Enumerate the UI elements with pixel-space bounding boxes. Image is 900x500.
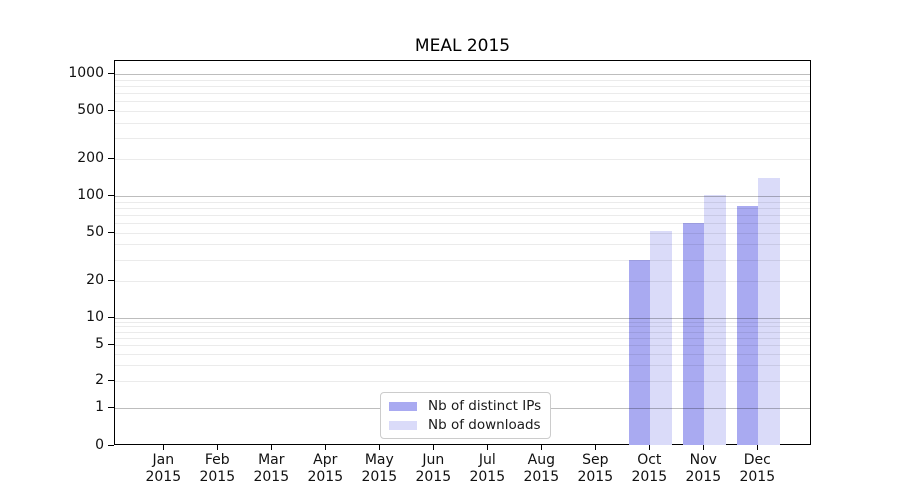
gridline-y-100 <box>115 196 810 197</box>
y-tick-label: 500 <box>77 101 104 118</box>
gridline-y-400 <box>115 122 810 124</box>
gridline-y-1000 <box>115 74 810 76</box>
gridline-y-900 <box>115 79 810 81</box>
x-tick-sep <box>595 445 597 450</box>
gridline-y-8 <box>115 326 810 328</box>
gridline-y-700 <box>115 93 810 95</box>
gridline-y-800 <box>115 86 810 88</box>
x-tick-mar <box>271 445 273 450</box>
x-tick-label-apr: Apr 2015 <box>307 452 344 485</box>
gridline-y-200 <box>115 159 810 161</box>
x-tick-label-jan: Jan 2015 <box>145 452 182 485</box>
gridline-y-2 <box>115 380 810 382</box>
y-tick-5 <box>108 343 114 345</box>
y-tick-50 <box>108 231 114 233</box>
legend-swatch-icon <box>389 420 417 430</box>
y-tick-10 <box>108 316 114 318</box>
chart-title: MEAL 2015 <box>414 36 511 56</box>
gridline-y-50 <box>115 232 810 234</box>
y-tick-200 <box>108 158 114 160</box>
bars-layer <box>115 61 810 445</box>
x-tick-label-dec: Dec 2015 <box>739 452 776 485</box>
x-tick-label-nov: Nov 2015 <box>685 452 722 485</box>
gridline-y-500 <box>115 110 810 112</box>
y-tick-label: 50 <box>86 223 104 240</box>
x-tick-label-feb: Feb 2015 <box>199 452 236 485</box>
gridline-y-4 <box>115 353 810 355</box>
x-tick-label-jul: Jul 2015 <box>469 452 506 485</box>
y-tick-20 <box>108 280 114 282</box>
y-tick-label: 5 <box>95 335 104 352</box>
x-tick-jan <box>163 445 165 450</box>
bar-distinct-ips-nov <box>682 222 705 445</box>
x-tick-label-aug: Aug 2015 <box>523 452 560 485</box>
bar-distinct-ips-oct <box>628 259 651 445</box>
gridline-y-300 <box>115 137 810 139</box>
x-tick-jun <box>433 445 435 450</box>
x-tick-label-oct: Oct 2015 <box>631 452 668 485</box>
y-tick-label: 200 <box>77 150 104 167</box>
gridline-y-70 <box>115 214 810 216</box>
grid-layer <box>115 61 810 444</box>
x-tick-apr <box>325 445 327 450</box>
y-tick-2 <box>108 379 114 381</box>
gridline-y-40 <box>115 244 810 246</box>
gridline-y-20 <box>115 281 810 283</box>
legend-label: Nb of downloads <box>428 417 541 433</box>
gridline-y-80 <box>115 207 810 209</box>
bar-downloads-nov <box>704 194 726 445</box>
y-tick-label: 2 <box>95 371 104 388</box>
gridline-y-30 <box>115 259 810 261</box>
x-tick-label-sep: Sep 2015 <box>577 452 614 485</box>
gridline-y-90 <box>115 201 810 203</box>
gridline-y-7 <box>115 331 810 333</box>
legend: Nb of distinct IPs Nb of downloads <box>380 392 552 439</box>
gridline-y-60 <box>115 222 810 224</box>
bar-downloads-oct <box>650 230 672 445</box>
x-tick-may <box>379 445 381 450</box>
gridline-y-5 <box>115 344 810 346</box>
plot-area <box>114 60 811 445</box>
gridline-y-10 <box>115 317 810 319</box>
y-tick-500 <box>108 109 114 111</box>
y-tick-label: 100 <box>77 187 104 203</box>
y-tick-label: 20 <box>86 272 104 289</box>
legend-swatch-icon <box>389 401 417 411</box>
x-tick-dec <box>757 445 759 450</box>
x-tick-feb <box>217 445 219 450</box>
legend-label: Nb of distinct IPs <box>428 398 542 414</box>
x-tick-aug <box>541 445 543 450</box>
y-tick-label: 1000 <box>68 65 104 82</box>
y-tick-label: 10 <box>86 308 104 325</box>
gridline-y-600 <box>115 101 810 103</box>
gridline-y-9 <box>115 321 810 323</box>
gridline-y-3 <box>115 364 810 366</box>
x-tick-label-mar: Mar 2015 <box>253 452 290 485</box>
y-tick-1000 <box>108 73 114 75</box>
gridline-y-6 <box>115 337 810 339</box>
legend-item: Nb of downloads <box>389 417 541 433</box>
y-tick-label: 0 <box>95 437 104 453</box>
y-tick-label: 1 <box>95 398 104 415</box>
x-tick-nov <box>703 445 705 450</box>
x-tick-label-jun: Jun 2015 <box>415 452 452 485</box>
x-tick-jul <box>487 445 489 450</box>
y-tick-1 <box>108 406 114 408</box>
bar-downloads-dec <box>758 178 780 445</box>
x-tick-oct <box>649 445 651 450</box>
bar-distinct-ips-dec <box>736 206 759 445</box>
y-tick-100 <box>108 195 114 196</box>
y-tick-0 <box>108 445 114 446</box>
x-tick-label-may: May 2015 <box>361 452 398 485</box>
legend-item: Nb of distinct IPs <box>389 398 541 414</box>
